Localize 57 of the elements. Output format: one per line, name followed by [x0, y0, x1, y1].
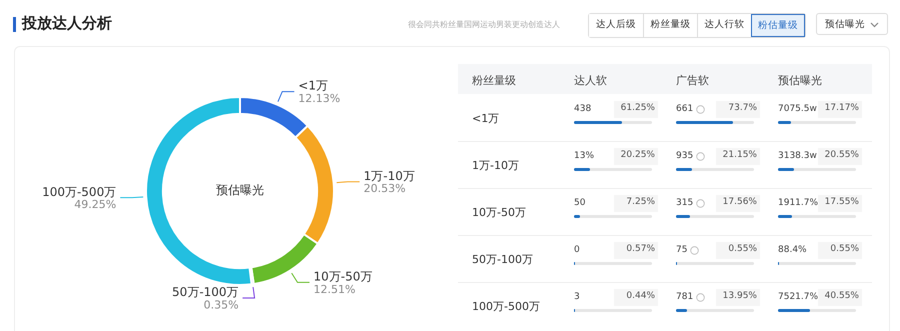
- data-label: 73.7%: [716, 101, 760, 115]
- text: 预估曝光: [816, 13, 888, 35]
- text: 7521.7%: [778, 292, 818, 302]
- data-label: 13.95%: [716, 289, 760, 303]
- data-label: 49.25%: [74, 198, 116, 212]
- data-label: 0.57%: [614, 242, 658, 256]
- text: 很会同共粉丝量国网运动男装更动创造达人: [408, 19, 561, 30]
- text: 7075.5w: [778, 104, 817, 114]
- text: 50: [574, 198, 586, 208]
- text: 粉丝量级: [643, 14, 697, 37]
- data-label: 20.53%: [364, 182, 406, 196]
- text: 粉丝量级: [472, 73, 516, 88]
- category-label: <1万: [472, 111, 500, 126]
- text: 粉估量级: [751, 14, 805, 37]
- data-label: 20.25%: [614, 148, 658, 162]
- slice-label: 50万-100万: [172, 285, 239, 300]
- text: 3138.3w: [778, 151, 817, 161]
- text: 预估曝光: [216, 183, 264, 197]
- data-label: 0.55%: [818, 242, 862, 256]
- text: 315: [676, 198, 694, 208]
- text: 935: [676, 151, 694, 161]
- slice-label: 100万-500万: [42, 184, 116, 199]
- series-label: 预估曝光: [778, 73, 822, 88]
- category-label: 100万-500万: [472, 299, 540, 314]
- data-label: 0.35%: [204, 298, 239, 312]
- category-label: 50万-100万: [472, 252, 533, 267]
- data-label: 61.25%: [614, 101, 658, 115]
- data-label: 0.44%: [614, 289, 658, 303]
- data-label: 17.55%: [818, 195, 862, 209]
- text: 3: [574, 292, 580, 302]
- text: 75: [676, 245, 688, 255]
- text: 13%: [574, 151, 594, 161]
- data-label: 12.13%: [298, 92, 340, 105]
- text: 438: [574, 104, 592, 114]
- series-label: 达人软: [574, 73, 607, 88]
- data-label: 7.25%: [614, 195, 658, 209]
- data-label: 40.55%: [818, 289, 862, 303]
- text: 661: [676, 104, 694, 114]
- slice-label: <1万: [298, 78, 328, 93]
- data-label: 21.15%: [716, 148, 760, 162]
- data-label: 12.51%: [314, 282, 356, 296]
- text: 0: [574, 245, 580, 255]
- category-label: 1万-10万: [472, 158, 519, 173]
- data-label: 17.17%: [818, 101, 862, 115]
- text: 达人行软: [697, 14, 751, 37]
- series-label: 广告软: [676, 73, 709, 88]
- text: 88.4%: [778, 245, 807, 255]
- data-label: 0.55%: [716, 242, 760, 256]
- text: 达人后级: [589, 14, 643, 37]
- data-label: 17.56%: [716, 195, 760, 209]
- data-label: 20.55%: [818, 148, 862, 162]
- slice-label: 1万-10万: [364, 168, 415, 183]
- text: 1911.7%: [778, 198, 818, 208]
- text: 781: [676, 292, 694, 302]
- category-label: 10万-50万: [472, 205, 526, 220]
- chart-title: 投放达人分析: [22, 14, 112, 33]
- slice-label: 10万-50万: [314, 270, 372, 284]
